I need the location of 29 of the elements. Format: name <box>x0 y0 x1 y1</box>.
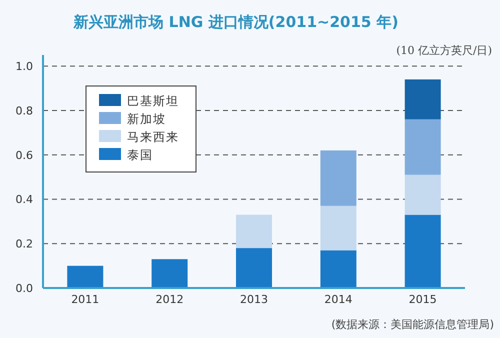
bar <box>404 79 441 120</box>
y-tick-label: 0.2 <box>16 238 33 251</box>
bar <box>320 206 356 250</box>
y-axis-title: (10 亿立方英尺/日) <box>396 44 492 57</box>
bar <box>320 250 356 288</box>
bar <box>152 259 188 288</box>
bar <box>236 248 272 288</box>
y-tick-label: 0.8 <box>16 104 33 118</box>
y-tick-label: 0.4 <box>16 193 33 206</box>
x-tick-label: 2011 <box>71 293 100 306</box>
bar <box>67 266 104 288</box>
bar <box>320 150 356 206</box>
legend-label: 泰国 <box>127 148 153 162</box>
y-tick-label: 1.0 <box>16 60 33 74</box>
legend-label: 马来西来 <box>127 130 179 144</box>
x-tick-label: 2015 <box>408 293 437 306</box>
y-tick-label: 0.0 <box>16 282 33 295</box>
x-tick-label: 2014 <box>324 293 352 306</box>
x-tick-label: 2013 <box>240 293 268 306</box>
bar <box>404 174 441 215</box>
bar <box>404 119 441 175</box>
legend-label: 新加坡 <box>127 112 166 126</box>
bar <box>236 214 272 248</box>
legend-label: 巴基斯坦 <box>127 94 179 108</box>
text: (数据来源：美国能源信息管理局) <box>331 318 494 331</box>
bar <box>404 214 441 288</box>
x-tick-label: 2012 <box>156 293 184 306</box>
y-tick-label: 0.6 <box>16 148 33 162</box>
chart-title: 新兴亚洲市场 LNG 进口情况(2011~2015 年) <box>72 13 398 31</box>
